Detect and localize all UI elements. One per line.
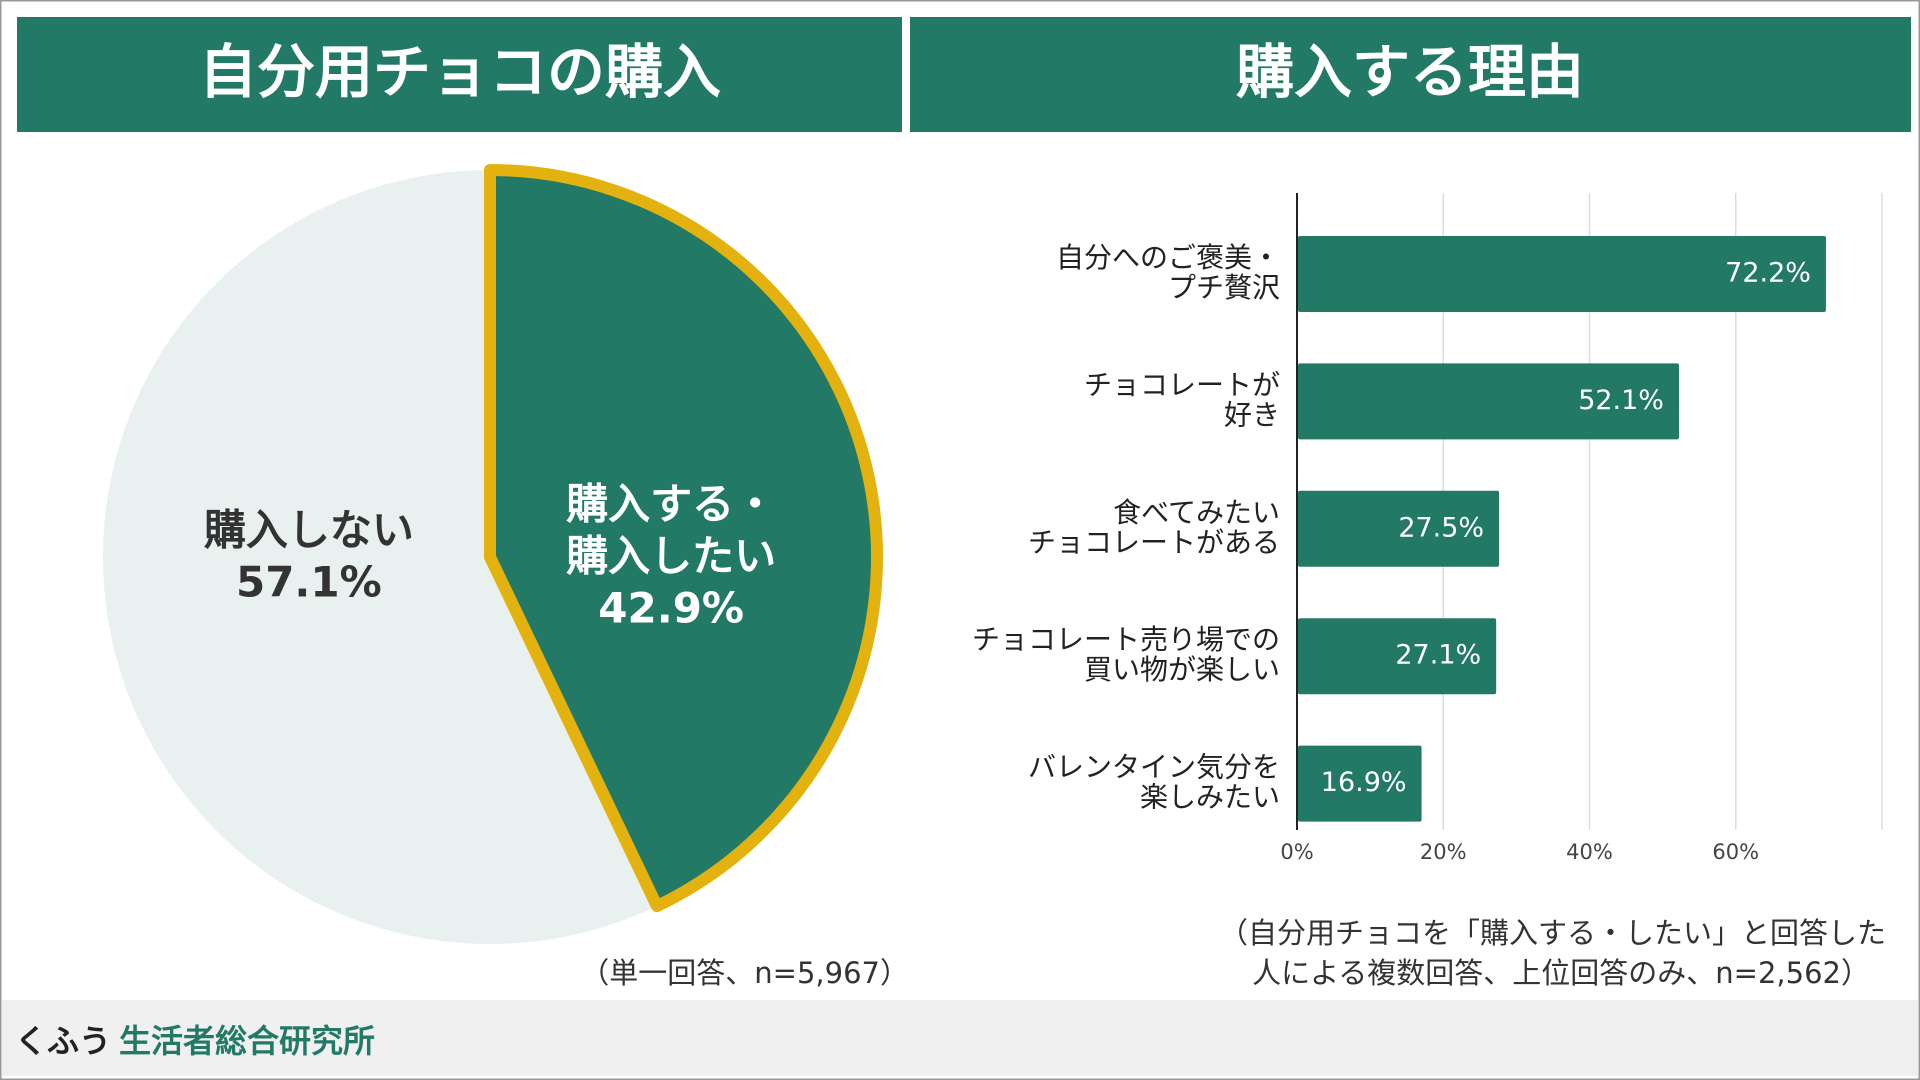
bar-value: 72.2% [1725,258,1811,289]
pie-slice [103,170,657,944]
category-label: 食べてみたいチョコレートがある [1028,496,1280,559]
category-label: チョコレートが好き [1084,368,1280,431]
slice-label: 購入する・ [566,480,776,529]
category-label-line: チョコレート売り場での [972,623,1280,656]
category-label-line: 楽しみたい [1140,781,1280,814]
x-tick-label: 40% [1566,840,1613,864]
bar-title: 購入する理由 [1236,38,1584,106]
org: 生活者総合研究所 [119,1022,375,1060]
bar-value: 27.1% [1395,640,1481,671]
category-label: 自分へのご褒美・プチ贅沢 [1056,241,1280,304]
slice-value: 57.1% [236,558,382,607]
x-tick-label: 20% [1420,840,1467,864]
bar-note: （自分用チョコを「購入する・したい」と回答した [1219,916,1886,950]
category-label-line: 自分へのご褒美・ [1056,241,1280,274]
category-label-line: バレンタイン気分を [1028,751,1280,784]
footer-text: くふう 生活者総合研究所 [15,1022,375,1060]
category-label: バレンタイン気分を楽しみたい [1028,751,1280,814]
slice-label: 購入しない [204,506,414,555]
bar [1298,236,1826,312]
bar-note: 人による複数回答、上位回答のみ、n=2,562） [1252,956,1870,990]
pie-note: （単一回答、n=5,967） [580,956,909,990]
bar [1298,618,1497,695]
brand: くふう [15,1022,111,1060]
pie-slice [484,164,883,913]
pie-title: 自分用チョコの購入 [199,38,721,106]
x-tick-label: 0% [1280,840,1313,864]
bar [1298,363,1679,440]
category-label-line: 買い物が楽しい [1084,653,1280,686]
x-tick-label: 60% [1712,840,1759,864]
slice-label: 購入したい [566,532,776,581]
category-label-line: チョコレートが [1084,368,1280,401]
category-label-line: プチ贅沢 [1168,271,1280,304]
category-label-line: 好き [1224,398,1280,431]
bar-value: 16.9% [1321,767,1407,798]
slice-value: 42.9% [598,584,744,633]
bar [1298,490,1500,567]
bar-value: 52.1% [1578,385,1664,416]
bar [1298,745,1422,822]
bar-header [910,17,1911,132]
bar-value: 27.5% [1398,512,1484,543]
category-label-line: 食べてみたい [1113,496,1280,529]
footer [2,1000,1918,1076]
category-label: チョコレート売り場での買い物が楽しい [972,623,1280,686]
pie-header [17,17,902,132]
category-label-line: チョコレートがある [1028,526,1280,559]
